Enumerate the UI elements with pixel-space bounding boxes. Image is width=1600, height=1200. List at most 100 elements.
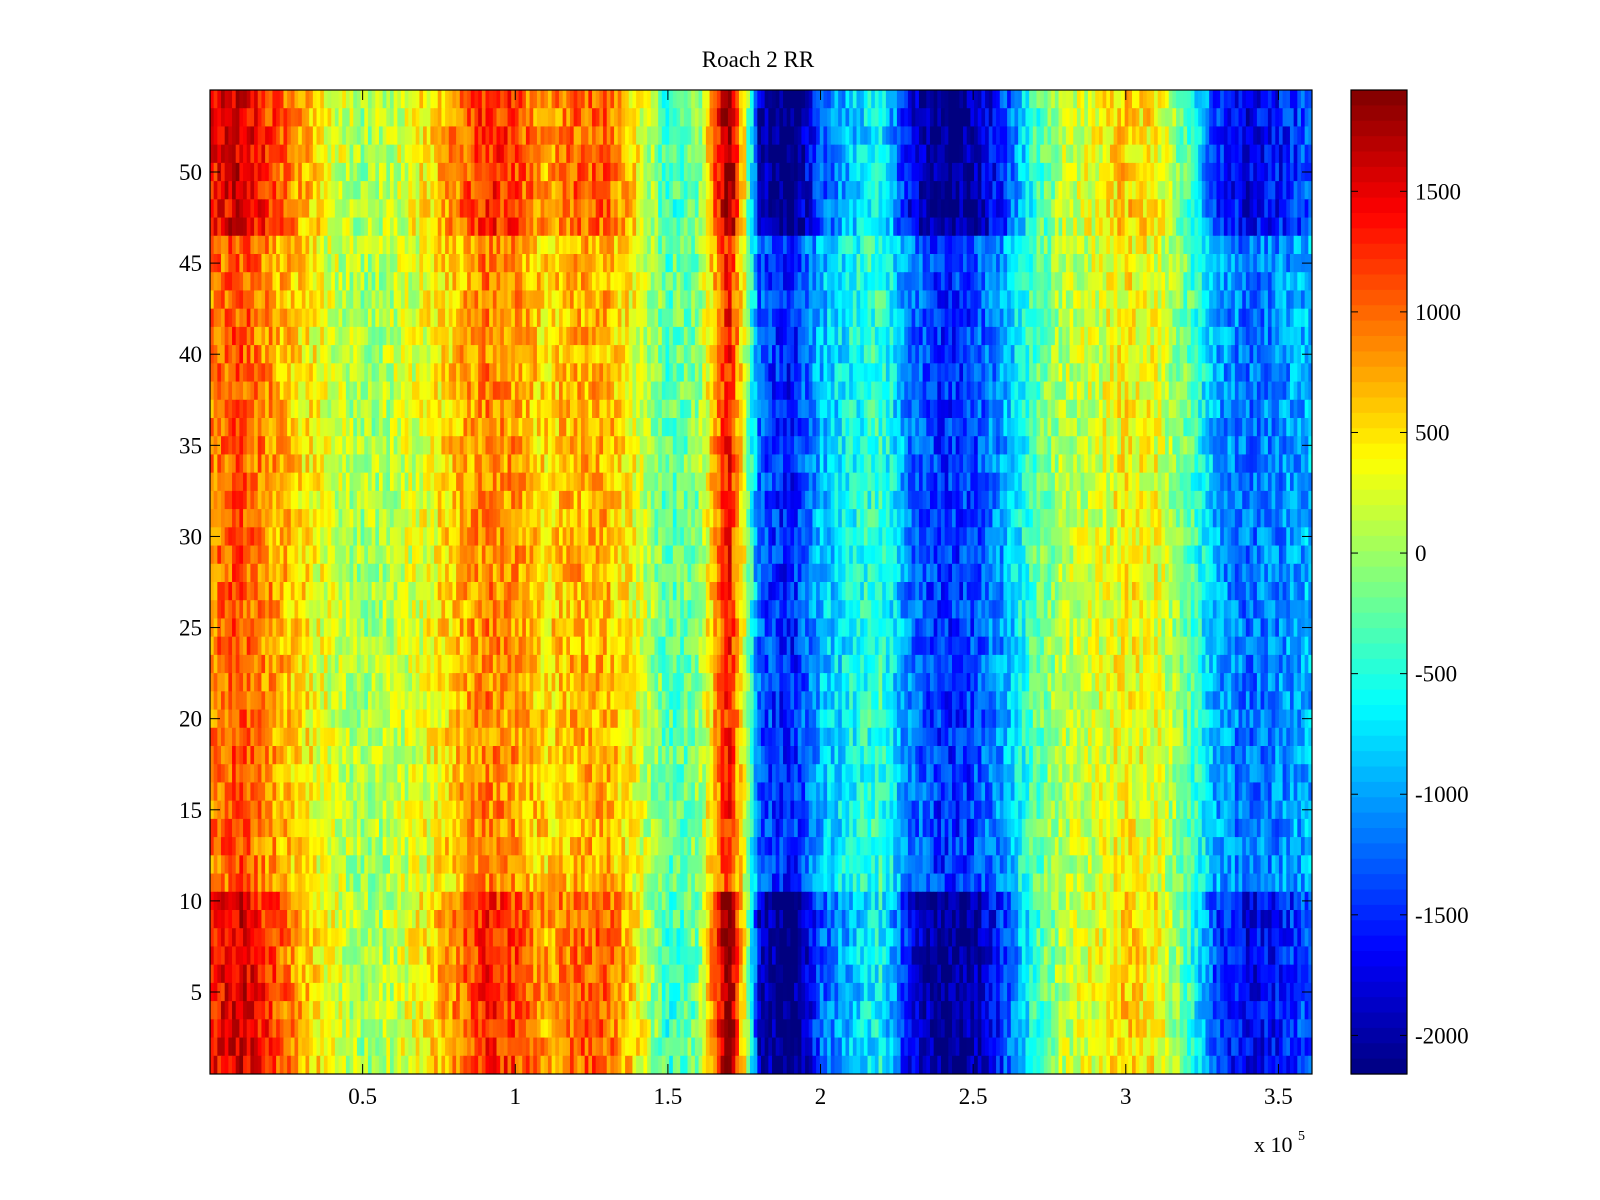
colorbar-band — [1351, 351, 1407, 368]
colorbar-band — [1351, 197, 1407, 214]
colorbar-band — [1351, 658, 1407, 675]
x-tick-label: 3.5 — [1264, 1084, 1293, 1109]
colorbar-band — [1351, 981, 1407, 998]
colorbar-band — [1351, 828, 1407, 844]
colorbar-band — [1351, 566, 1407, 583]
colorbar-tick-label: 1000 — [1415, 300, 1461, 325]
colorbar-band — [1351, 735, 1407, 752]
colorbar-band — [1351, 997, 1407, 1014]
colorbar-band — [1351, 1043, 1407, 1060]
colorbar-tick-label: -1000 — [1415, 782, 1469, 807]
y-tick-label: 25 — [179, 616, 202, 641]
colorbar-tick-label: -1500 — [1415, 903, 1469, 928]
colorbar-band — [1351, 535, 1407, 552]
colorbar-band — [1351, 951, 1407, 967]
colorbar-band — [1351, 966, 1407, 983]
colorbar-band — [1351, 182, 1407, 199]
colorbar-band — [1351, 289, 1407, 306]
colorbar-tick-label: -500 — [1415, 662, 1457, 687]
colorbar-band — [1351, 889, 1407, 906]
colorbar-band — [1351, 812, 1407, 829]
colorbar-tick-label: 500 — [1415, 420, 1450, 445]
y-tick-label: 5 — [191, 980, 203, 1005]
colorbar-frame — [1350, 89, 1408, 1075]
colorbar-band — [1351, 489, 1407, 506]
colorbar-band — [1351, 781, 1407, 798]
colorbar-band — [1351, 1027, 1407, 1044]
colorbar-tick-label: 0 — [1415, 541, 1427, 566]
colorbar-band — [1351, 412, 1407, 429]
colorbar-band — [1351, 766, 1407, 783]
colorbar-band — [1351, 843, 1407, 860]
colorbar-tick-label: -2000 — [1415, 1023, 1469, 1048]
colorbar-gradient — [1351, 90, 1407, 1075]
colorbar-band — [1351, 551, 1407, 568]
colorbar-band — [1351, 597, 1407, 614]
colorbar-band — [1351, 1012, 1407, 1029]
colorbar-band — [1351, 336, 1407, 352]
colorbar-band — [1351, 366, 1407, 383]
colorbar-band — [1351, 305, 1407, 322]
chart-title: Roach 2 RR — [702, 47, 815, 72]
x-tick-label: 3 — [1120, 1084, 1132, 1109]
heatmap-image — [210, 90, 1312, 1074]
y-tick-label: 20 — [179, 707, 202, 732]
y-tick-label: 40 — [179, 342, 202, 367]
colorbar-band — [1351, 90, 1407, 106]
colorbar-band — [1351, 136, 1407, 153]
y-tick-label: 50 — [179, 160, 202, 185]
x-tick-label: 2 — [815, 1084, 827, 1109]
colorbar-band — [1351, 705, 1407, 721]
colorbar-band — [1351, 674, 1407, 691]
x-tick-label: 0.5 — [348, 1084, 377, 1109]
colorbar-band — [1351, 474, 1407, 491]
colorbar-ticks: 1500 1000 500 0 -500 -1000 -1500 -2000 — [1351, 179, 1469, 1048]
colorbar-band — [1351, 243, 1407, 260]
colorbar-band — [1351, 720, 1407, 737]
colorbar-band — [1351, 858, 1407, 875]
colorbar-band — [1351, 582, 1407, 598]
colorbar-band — [1351, 505, 1407, 522]
x-tick-label: 1.5 — [654, 1084, 683, 1109]
colorbar-band — [1351, 612, 1407, 629]
colorbar-band — [1351, 1058, 1407, 1075]
colorbar-band — [1351, 259, 1407, 276]
colorbar-band — [1351, 443, 1407, 460]
colorbar-band — [1351, 935, 1407, 952]
y-tick-label: 30 — [179, 524, 202, 549]
x-tick-label: 1 — [510, 1084, 522, 1109]
colorbar-band — [1351, 120, 1407, 137]
heatmap-plot: 0.5 1 1.5 2 2.5 3 3.5 5 10 15 20 25 30 35 40 45 50 x 10… — [179, 89, 1313, 1157]
colorbar-band — [1351, 520, 1407, 537]
colorbar-band — [1351, 274, 1407, 291]
colorbar-band — [1351, 628, 1407, 645]
colorbar-band — [1351, 320, 1407, 337]
colorbar-band — [1351, 382, 1407, 399]
y-tick-label: 10 — [179, 889, 202, 914]
colorbar-band — [1351, 228, 1407, 245]
colorbar-band — [1351, 689, 1407, 706]
x-exponent-power: 5 — [1298, 1129, 1305, 1144]
colorbar-band — [1351, 920, 1407, 937]
colorbar-band — [1351, 428, 1407, 445]
colorbar-band — [1351, 797, 1407, 814]
colorbar-band — [1351, 459, 1407, 475]
colorbar-band — [1351, 213, 1407, 229]
colorbar: 1500 1000 500 0 -500 -1000 -1500 -2000 — [1350, 89, 1469, 1075]
y-tick-label: 35 — [179, 433, 202, 458]
x-tick-label: 2.5 — [959, 1084, 988, 1109]
y-tick-label: 15 — [179, 798, 202, 823]
plot-frame — [209, 89, 1313, 1075]
x-axis-ticks: 0.5 1 1.5 2 2.5 3 3.5 — [348, 90, 1293, 1109]
colorbar-band — [1351, 751, 1407, 768]
colorbar-band — [1351, 397, 1407, 414]
colorbar-band — [1351, 151, 1407, 168]
colorbar-band — [1351, 874, 1407, 891]
colorbar-band — [1351, 643, 1407, 660]
y-axis-ticks: 5 10 15 20 25 30 35 40 45 50 — [179, 160, 1312, 1005]
colorbar-band — [1351, 904, 1407, 921]
colorbar-tick-label: 1500 — [1415, 179, 1461, 204]
colorbar-band — [1351, 105, 1407, 122]
x-axis-multiplier: x 10 5 — [1254, 1129, 1305, 1157]
